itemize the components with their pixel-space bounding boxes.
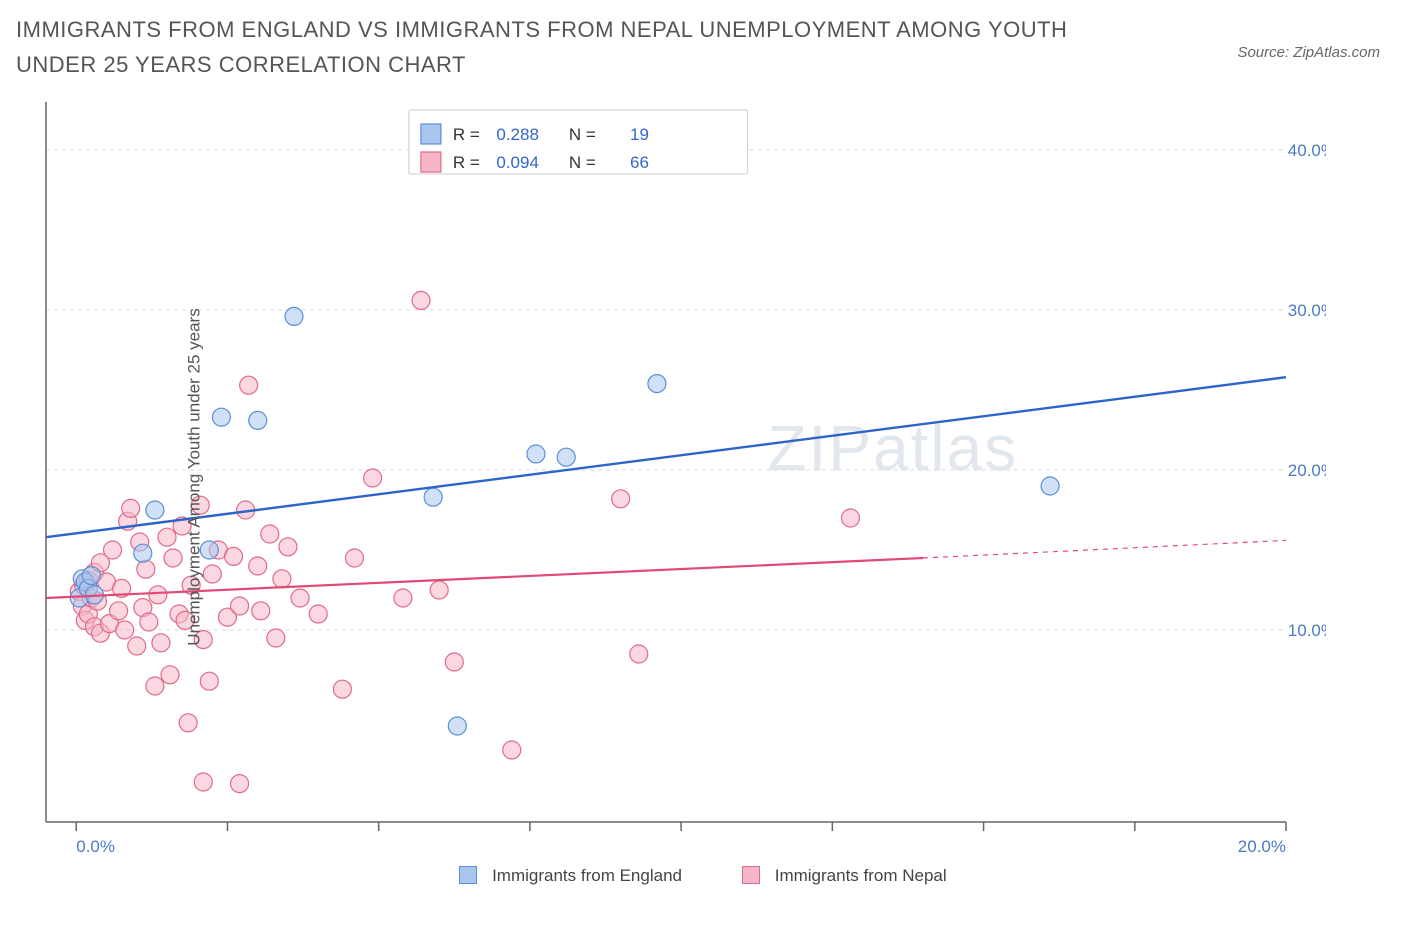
scatter-point-nepal (240, 377, 258, 395)
scatter-point-england (1041, 477, 1059, 495)
scatter-point-nepal (261, 525, 279, 543)
scatter-point-nepal (841, 509, 859, 527)
scatter-point-nepal (128, 637, 146, 655)
scatter-point-england (424, 489, 442, 507)
scatter-point-nepal (231, 775, 249, 793)
scatter-point-nepal (630, 645, 648, 663)
scatter-point-nepal (140, 613, 158, 631)
scatter-point-nepal (445, 653, 463, 671)
y-axis-label: Unemployment Among Youth under 25 years (185, 309, 205, 646)
legend-swatch-nepal (742, 866, 760, 884)
scatter-point-england (212, 409, 230, 427)
scatter-point-nepal (116, 621, 134, 639)
stats-r-value: 0.094 (496, 153, 539, 172)
stats-n-value: 66 (630, 153, 649, 172)
y-tick-label: 10.0% (1288, 621, 1326, 640)
scatter-point-nepal (333, 681, 351, 699)
scatter-point-nepal (161, 666, 179, 684)
x-tick-label-left: 0.0% (76, 837, 115, 856)
scatter-point-england (648, 375, 666, 393)
stats-r-value: 0.288 (496, 125, 539, 144)
stats-n-label: N = (569, 153, 596, 172)
scatter-point-england (249, 412, 267, 430)
scatter-point-nepal (267, 629, 285, 647)
scatter-point-england (285, 308, 303, 326)
scatter-point-nepal (364, 469, 382, 487)
scatter-chart: 10.0% 20.0% 30.0% 40.0% ZIPatlas 0.0% 20.0% R =… (16, 92, 1326, 862)
scatter-point-nepal (200, 673, 218, 691)
scatter-point-nepal (104, 541, 122, 559)
scatter-point-england (82, 567, 100, 585)
scatter-point-nepal (203, 565, 221, 583)
legend-swatch-england (459, 866, 477, 884)
scatter-point-nepal (249, 557, 267, 575)
y-tick-label: 20.0% (1288, 461, 1326, 480)
stats-swatch (421, 124, 441, 144)
scatter-point-england (134, 545, 152, 563)
scatter-point-nepal (345, 549, 363, 567)
trendline-nepal-extrapolated (923, 541, 1286, 559)
stats-n-value: 19 (630, 125, 649, 144)
scatter-point-nepal (279, 538, 297, 556)
source-attribution: Source: ZipAtlas.com (1237, 44, 1380, 61)
stats-r-label: R = (453, 125, 480, 144)
scatter-point-nepal (122, 500, 140, 518)
scatter-point-nepal (394, 589, 412, 607)
scatter-point-nepal (152, 634, 170, 652)
watermark: ZIPatlas (767, 412, 1018, 484)
scatter-point-england (448, 717, 466, 735)
scatter-point-nepal (149, 586, 167, 604)
scatter-point-nepal (309, 605, 327, 623)
legend-label-england: Immigrants from England (492, 866, 682, 885)
scatter-point-nepal (273, 570, 291, 588)
scatter-point-nepal (137, 561, 155, 579)
y-tick-label: 30.0% (1288, 301, 1326, 320)
chart-title: IMMIGRANTS FROM ENGLAND VS IMMIGRANTS FR… (16, 12, 1136, 82)
bottom-legend: Immigrants from England Immigrants from … (16, 866, 1390, 886)
scatter-point-nepal (164, 549, 182, 567)
stats-swatch (421, 152, 441, 172)
y-tick-label: 40.0% (1288, 141, 1326, 160)
scatter-point-england (146, 501, 164, 519)
scatter-point-nepal (430, 581, 448, 599)
scatter-point-nepal (231, 597, 249, 615)
scatter-point-nepal (158, 529, 176, 547)
legend-item-england: Immigrants from England (459, 866, 682, 886)
scatter-point-england (557, 449, 575, 467)
scatter-point-nepal (291, 589, 309, 607)
scatter-point-nepal (412, 292, 430, 310)
scatter-point-nepal (110, 602, 128, 620)
stats-r-label: R = (453, 153, 480, 172)
scatter-point-nepal (194, 773, 212, 791)
legend-label-nepal: Immigrants from Nepal (775, 866, 947, 885)
stats-n-label: N = (569, 125, 596, 144)
scatter-point-england (527, 445, 545, 463)
legend-item-nepal: Immigrants from Nepal (742, 866, 947, 886)
trendline-england (46, 378, 1286, 538)
scatter-point-nepal (225, 548, 243, 566)
scatter-point-nepal (146, 677, 164, 695)
x-tick-label-right: 20.0% (1238, 837, 1286, 856)
scatter-point-nepal (179, 714, 197, 732)
scatter-point-nepal (503, 741, 521, 759)
scatter-point-nepal (612, 490, 630, 508)
scatter-point-nepal (252, 602, 270, 620)
